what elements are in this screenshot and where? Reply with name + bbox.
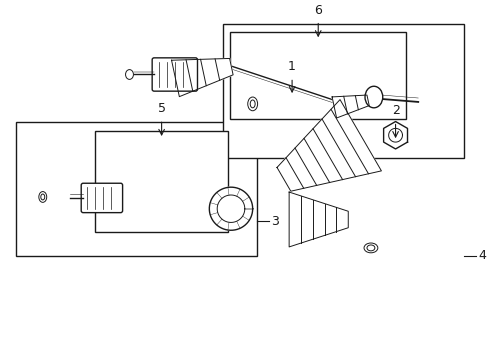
Ellipse shape	[39, 192, 47, 202]
Polygon shape	[171, 58, 233, 96]
Ellipse shape	[364, 86, 382, 108]
Text: 6: 6	[314, 4, 322, 17]
Text: 5: 5	[157, 103, 165, 116]
Polygon shape	[331, 95, 368, 118]
FancyBboxPatch shape	[81, 183, 122, 213]
Ellipse shape	[250, 100, 255, 108]
Polygon shape	[276, 100, 381, 191]
Polygon shape	[288, 192, 347, 247]
Bar	[223, 23, 463, 158]
Text: 3: 3	[271, 215, 279, 228]
Polygon shape	[209, 187, 252, 230]
Ellipse shape	[41, 194, 45, 200]
Text: 1: 1	[287, 59, 295, 72]
Text: 4: 4	[478, 249, 486, 262]
Bar	[16, 122, 256, 256]
Ellipse shape	[366, 245, 374, 251]
Ellipse shape	[247, 97, 257, 111]
Ellipse shape	[125, 69, 133, 80]
Polygon shape	[383, 122, 407, 149]
Ellipse shape	[363, 243, 377, 253]
Text: 2: 2	[391, 104, 399, 117]
Bar	[230, 32, 406, 119]
FancyBboxPatch shape	[152, 58, 197, 91]
Bar	[95, 131, 227, 231]
